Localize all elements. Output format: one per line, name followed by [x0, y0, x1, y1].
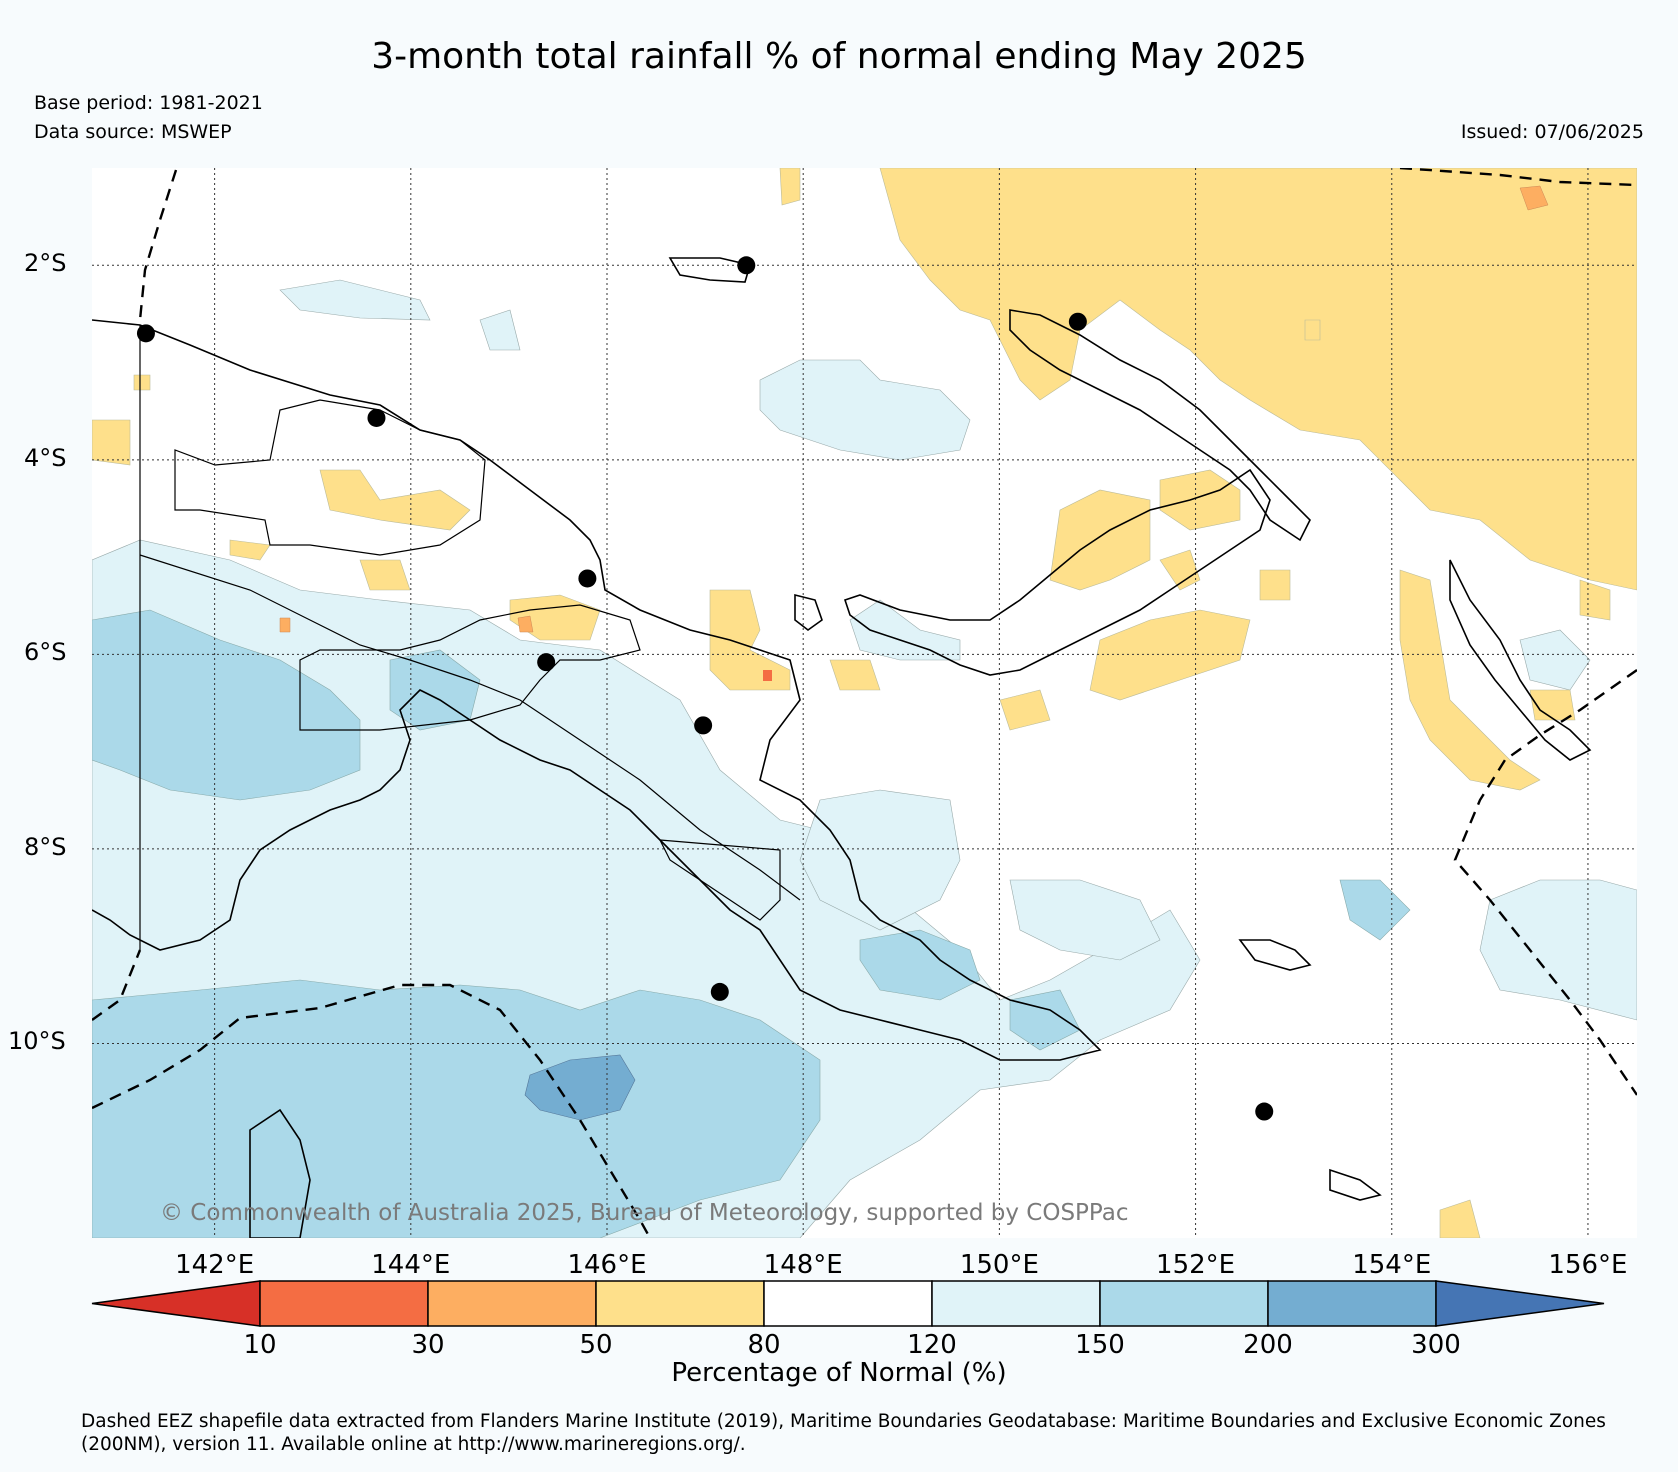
colorbar-tick-label: 10	[243, 1330, 277, 1360]
colorbar-tick-label: 200	[1243, 1330, 1293, 1360]
station-marker	[1068, 312, 1087, 331]
latitude-label: 6°S	[24, 638, 67, 667]
rainfall-10-30-patch	[763, 670, 772, 681]
longitude-label: 156°E	[1548, 1250, 1628, 1280]
station-marker	[710, 982, 729, 1001]
colorbar-segment	[259, 1280, 429, 1327]
longitude-label: 150°E	[959, 1250, 1039, 1280]
graticule	[92, 168, 1637, 1238]
colorbar-tick-label: 150	[1075, 1330, 1125, 1360]
colorbar-segment	[1099, 1280, 1269, 1327]
longitude-label: 148°E	[763, 1250, 843, 1280]
station-marker	[694, 716, 713, 735]
station-marker	[537, 653, 556, 672]
data-source: Data source: MSWEP	[34, 121, 232, 143]
station-marker	[1255, 1102, 1274, 1121]
station-marker	[136, 324, 155, 343]
colorbar-tick-label: 120	[907, 1330, 957, 1360]
eez-boundaries	[92, 168, 1637, 1238]
longitude-label: 152°E	[1156, 1250, 1236, 1280]
longitude-label: 142°E	[175, 1250, 255, 1280]
footnote: Dashed EEZ shapefile data extracted from…	[81, 1411, 1606, 1455]
map-title: 3-month total rainfall % of normal endin…	[371, 36, 1307, 77]
station-marker	[367, 408, 386, 427]
longitude-label: 146°E	[567, 1250, 647, 1280]
colorbar-segment	[931, 1280, 1101, 1327]
issued-date: Issued: 07/06/2025	[1460, 121, 1644, 143]
colorbar-extend-high	[1435, 1280, 1605, 1327]
rainfall-150-200-regions	[92, 609, 1411, 1238]
colorbar-segment	[1267, 1280, 1437, 1327]
rainfall-50-80-regions	[92, 168, 1637, 1238]
colorbar	[91, 1280, 1605, 1327]
latitude-label: 4°S	[24, 443, 67, 472]
longitude-label: 144°E	[371, 1250, 451, 1280]
colorbar-tick-label: 50	[579, 1330, 613, 1360]
base-period: Base period: 1981-2021	[34, 92, 263, 114]
colorbar-tick-label: 80	[747, 1330, 781, 1360]
latitude-label: 10°S	[8, 1027, 66, 1056]
colorbar-segment	[427, 1280, 597, 1327]
longitude-label: 154°E	[1352, 1250, 1432, 1280]
colorbar-segment	[595, 1280, 765, 1327]
station-markers	[136, 256, 1274, 1121]
station-marker	[578, 569, 597, 588]
station-marker	[737, 256, 756, 275]
colorbar-tick-label: 300	[1411, 1330, 1461, 1360]
colorbar-extend-low	[91, 1280, 261, 1327]
colorbar-label: Percentage of Normal (%)	[671, 1358, 1007, 1388]
colorbar-tick-label: 30	[411, 1330, 445, 1360]
colorbar-segment	[763, 1280, 933, 1327]
latitude-label: 8°S	[24, 832, 67, 861]
coastlines	[92, 257, 1592, 1238]
admin-borders	[139, 325, 801, 950]
rainfall-30-50-regions	[279, 185, 1549, 633]
latitude-label: 2°S	[24, 249, 67, 278]
copyright-notice: © Commonwealth of Australia 2025, Bureau…	[160, 1200, 1129, 1226]
map-area	[92, 168, 1637, 1238]
